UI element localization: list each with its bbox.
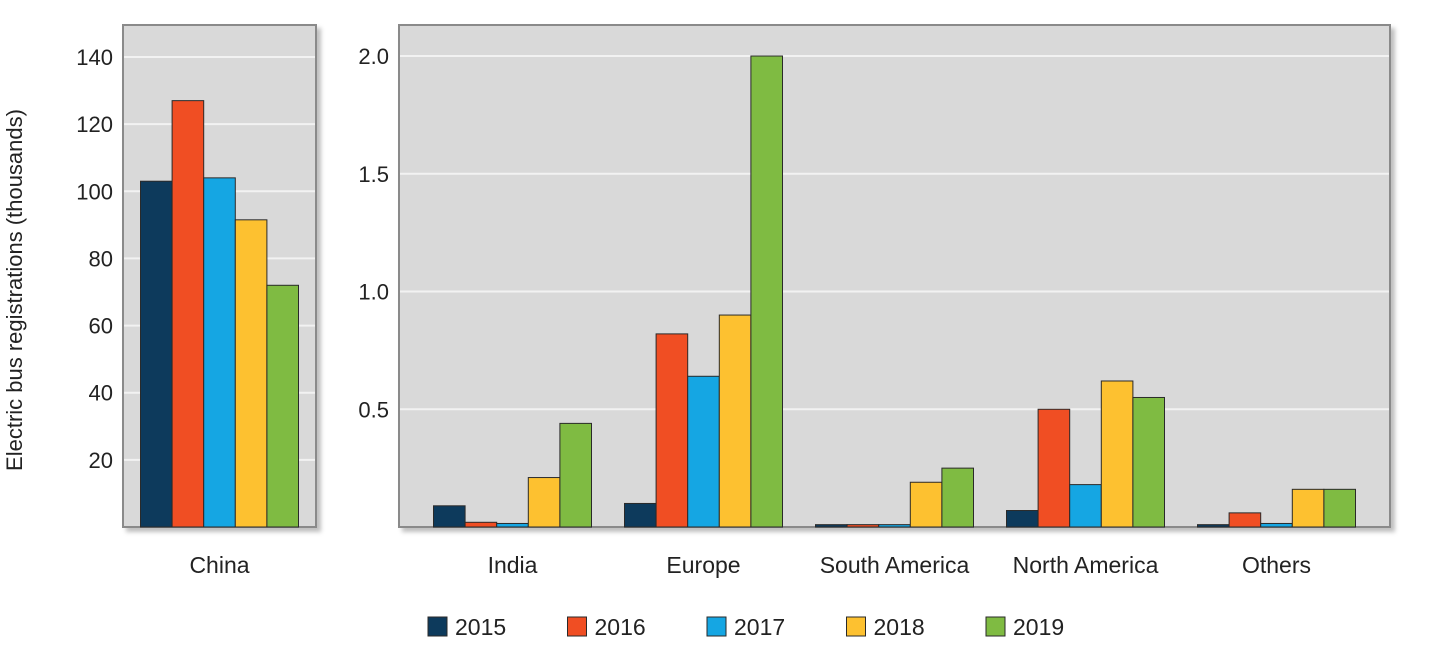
legend-label-2019: 2019: [1013, 614, 1064, 640]
legend-label-2018: 2018: [874, 614, 925, 640]
bar-europe-2018: [718, 314, 752, 528]
bar-europe-2017: [687, 375, 720, 528]
legend: 2015 2016 2017 2018 2019: [427, 614, 1064, 640]
legend-swatch-2019: [985, 616, 1006, 637]
category-label-north-america: North America: [1013, 552, 1159, 578]
bar-india-2019: [559, 422, 593, 528]
bar-india-2016: [464, 521, 498, 528]
category-label-others: Others: [1242, 552, 1311, 578]
bar-others-2017: [1260, 522, 1293, 528]
bar-china-2016: [171, 100, 205, 528]
bar-others-2016: [1228, 512, 1262, 528]
legend-swatch-2017: [706, 616, 727, 637]
bar-europe-2015: [624, 502, 657, 528]
bar-others-2019: [1323, 488, 1357, 528]
legend-swatch-2018: [846, 616, 866, 637]
bar-india-2015: [433, 505, 466, 528]
bar-south-america-2018: [909, 481, 943, 528]
plot-area: [398, 24, 1391, 528]
bar-south-america-2016: [846, 524, 880, 528]
bar-others-2015: [1197, 524, 1230, 528]
bar-china-2018: [234, 219, 268, 528]
y-tick-label: 1.0: [358, 280, 389, 305]
legend-swatch-2015: [427, 616, 448, 637]
category-label-india: India: [488, 552, 538, 578]
y-tick-label: 1.5: [358, 162, 389, 187]
bar-north-america-2017: [1069, 484, 1102, 528]
bar-china-2019: [266, 284, 299, 528]
bar-north-america-2018: [1100, 380, 1134, 528]
china-panel: 20 40 60 80 100 120 140 China: [76, 24, 317, 578]
y-axis-label: Electric bus registrations (thousands): [2, 109, 27, 471]
bar-india-2017: [496, 522, 529, 528]
category-label-europe: Europe: [666, 552, 740, 578]
y-tick-label: 140: [76, 45, 113, 70]
bar-india-2018: [527, 477, 561, 528]
bar-south-america-2015: [815, 524, 848, 528]
y-tick-label: 0.5: [358, 397, 389, 422]
y-tick-label: 80: [89, 246, 113, 271]
bar-europe-2019: [750, 55, 784, 528]
bar-others-2018: [1291, 488, 1325, 528]
y-tick-label: 20: [89, 448, 113, 473]
bar-north-america-2015: [1006, 510, 1039, 528]
category-label-china: China: [189, 552, 249, 578]
y-tick-label: 2.0: [358, 44, 389, 69]
bar-europe-2016: [655, 333, 689, 528]
legend-label-2017: 2017: [734, 614, 785, 640]
bar-north-america-2016: [1037, 408, 1071, 528]
y-tick-label: 40: [89, 381, 113, 406]
category-label-south-america: South America: [820, 552, 970, 578]
bar-south-america-2019: [941, 467, 975, 528]
legend-swatch-2016: [567, 616, 587, 637]
regions-panel: 0.5 1.0 1.5 2.0 India Europe South America Nort…: [358, 24, 1391, 578]
bar-china-2017: [203, 177, 236, 528]
y-tick-label: 120: [76, 112, 113, 137]
bar-south-america-2017: [878, 524, 911, 528]
bar-china-2015: [140, 180, 173, 528]
y-tick-label: 60: [89, 314, 113, 339]
legend-label-2016: 2016: [595, 614, 646, 640]
bar-north-america-2019: [1132, 396, 1166, 528]
y-tick-label: 100: [76, 179, 113, 204]
legend-label-2015: 2015: [455, 614, 506, 640]
